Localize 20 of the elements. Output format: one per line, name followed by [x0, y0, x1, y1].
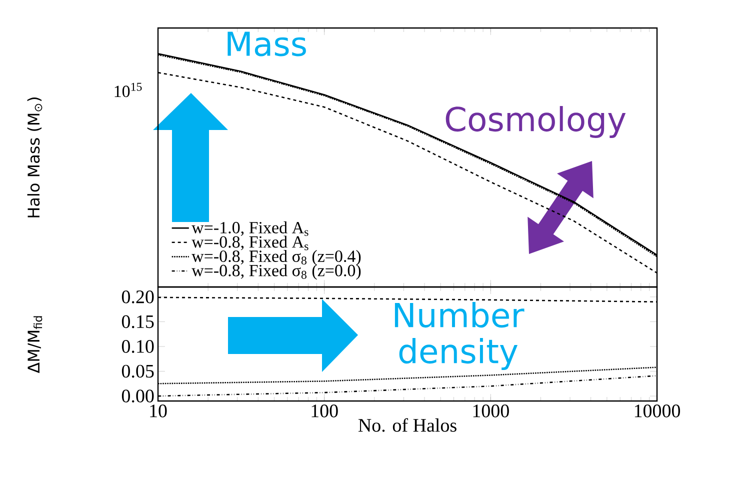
annotation: Mass	[228, 32, 306, 56]
x-tick-label: 10	[150, 404, 167, 418]
text: 10$^{15}$	[114, 82, 142, 98]
legend-label: w=-0.8, Fixed σ$_{8}$ (z=0.4)	[192, 250, 361, 266]
x-tick-label: 10000	[634, 404, 680, 418]
legend-label: w=-1.0, Fixed A$_{s}$	[192, 221, 308, 236]
annotation: Number density	[394, 302, 524, 370]
y-axis-title: ΔM/M$_{fid}$	[28, 316, 42, 374]
legend-label: w=-0.8, Fixed σ$_{8}$ (z=0.0)	[192, 264, 361, 280]
x-axis-title: No. of Halos	[358, 418, 456, 432]
y-tick-label: 0.05	[122, 364, 154, 378]
x-tick-label: 1000	[473, 404, 509, 418]
annotation: Cosmology	[446, 106, 626, 138]
y-tick-label: 0.20	[122, 290, 154, 304]
y-tick-label: 0.00	[122, 390, 154, 402]
x-tick-label: 100	[312, 404, 338, 418]
y-tick-label: 0.10	[122, 340, 154, 353]
y-tick-label: 0.15	[122, 315, 154, 328]
legend-label: w=-0.8, Fixed A$_{s}$	[192, 236, 308, 250]
y-axis-title: Halo Mass (M$_{⊙}$)	[27, 98, 42, 218]
